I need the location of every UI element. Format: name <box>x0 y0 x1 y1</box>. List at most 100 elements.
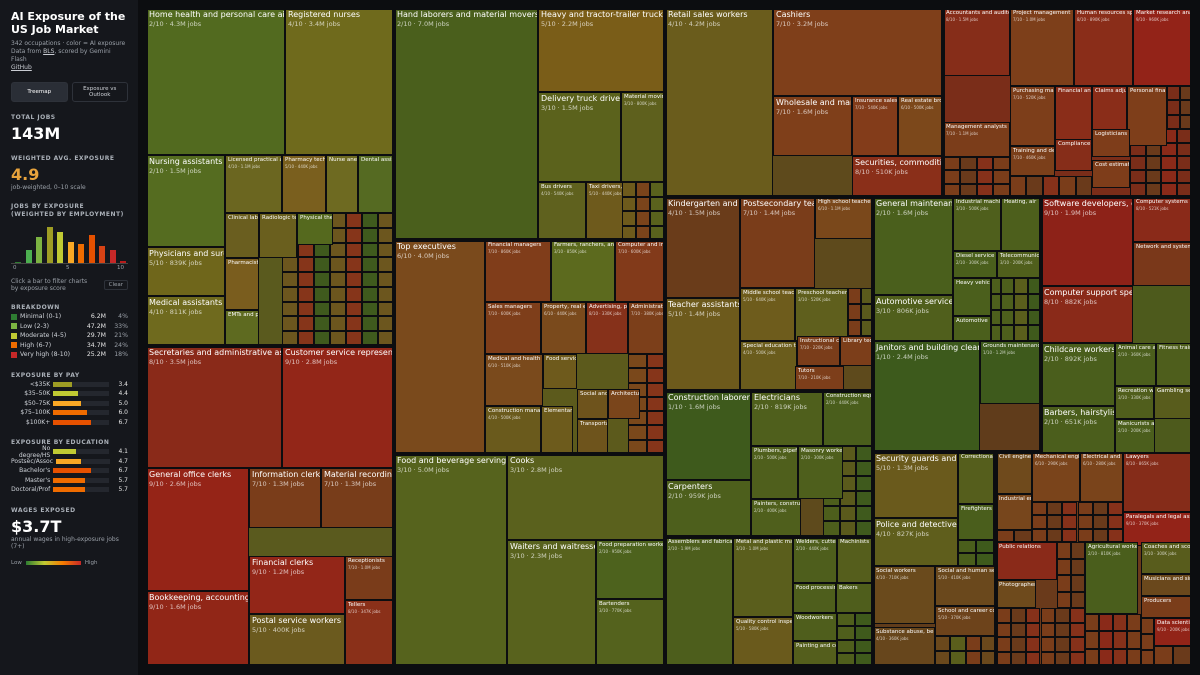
treemap-cell[interactable]: Firefighters <box>958 504 994 540</box>
treemap-small-tile[interactable] <box>991 293 1001 310</box>
treemap-small-tile[interactable] <box>1070 637 1085 652</box>
treemap-small-tile[interactable] <box>993 157 1010 171</box>
treemap-small-tile[interactable] <box>628 425 647 440</box>
treemap-cell[interactable]: Property, real estate6/10 · 440K jobs <box>541 302 586 354</box>
treemap-cell[interactable]: Information clerks 7/10 · 1.3M jobs <box>249 468 321 528</box>
treemap-cell[interactable]: Personal financial <box>1127 86 1167 146</box>
treemap-small-tile[interactable] <box>1057 542 1071 559</box>
clear-button[interactable]: Clear <box>103 280 128 290</box>
treemap-small-tile[interactable] <box>1077 502 1093 516</box>
treemap-cell[interactable]: Cooks 3/10 · 2.8M jobs <box>507 454 665 540</box>
treemap-small-tile[interactable] <box>1057 558 1071 575</box>
treemap-small-tile[interactable] <box>635 211 651 226</box>
treemap-cell[interactable]: Food service managers <box>543 354 577 389</box>
treemap-small-tile[interactable] <box>1092 528 1108 542</box>
treemap-small-tile[interactable] <box>378 286 394 302</box>
treemap-small-tile[interactable] <box>1010 651 1026 666</box>
treemap-small-tile[interactable] <box>621 211 636 226</box>
treemap-small-tile[interactable] <box>856 446 873 461</box>
treemap-small-tile[interactable] <box>1173 646 1192 666</box>
treemap-small-tile[interactable] <box>298 301 314 317</box>
treemap-cell[interactable]: Fitness trainers <box>1156 343 1192 386</box>
treemap-cell[interactable]: Financial clerks 9/10 · 1.2M jobs <box>249 556 345 614</box>
treemap-small-tile[interactable] <box>1032 528 1048 542</box>
treemap-cell[interactable]: Construction laborers 1/10 · 1.6M jobs <box>665 391 751 480</box>
treemap-cell[interactable]: Painters, construction2/10 · 400K jobs <box>751 499 801 536</box>
treemap-small-tile[interactable] <box>378 227 394 243</box>
treemap-small-tile[interactable] <box>378 213 394 228</box>
treemap-small-tile[interactable] <box>1062 502 1078 516</box>
treemap-small-tile[interactable] <box>958 540 976 553</box>
treemap-small-tile[interactable] <box>314 316 330 332</box>
treemap-small-tile[interactable] <box>1179 86 1192 101</box>
treemap-small-tile[interactable] <box>362 242 378 258</box>
treemap-small-tile[interactable] <box>1010 608 1026 623</box>
treemap-cell[interactable]: Securities, commodities 8/10 · 510K jobs <box>852 156 943 197</box>
treemap-small-tile[interactable] <box>980 636 996 651</box>
treemap-small-tile[interactable] <box>1077 528 1093 542</box>
treemap-small-tile[interactable] <box>855 613 873 627</box>
treemap-small-tile[interactable] <box>965 651 981 666</box>
treemap-small-tile[interactable] <box>950 636 966 651</box>
treemap-small-tile[interactable] <box>378 257 394 273</box>
treemap-cell[interactable]: Clinical lab techs <box>225 213 259 258</box>
histogram-bar[interactable] <box>15 262 21 263</box>
treemap-cell[interactable]: Food processing <box>793 583 836 613</box>
treemap-small-tile[interactable] <box>1070 651 1085 666</box>
treemap-small-tile[interactable] <box>1014 293 1028 310</box>
treemap-cell[interactable]: Social and community <box>577 389 608 419</box>
treemap-small-tile[interactable] <box>1075 176 1092 197</box>
treemap-small-tile[interactable] <box>991 325 1001 341</box>
treemap-small-tile[interactable] <box>1085 614 1099 632</box>
treemap-cell[interactable]: Industrial machinery3/10 · 500K jobs <box>953 197 1001 251</box>
treemap-small-tile[interactable] <box>1145 169 1161 184</box>
treemap-small-tile[interactable] <box>860 288 873 304</box>
treemap-cell[interactable]: Radiologic techs <box>259 213 297 258</box>
treemap-small-tile[interactable] <box>330 301 346 317</box>
treemap-small-tile[interactable] <box>646 382 665 397</box>
treemap-small-tile[interactable] <box>1071 575 1085 592</box>
treemap-cell[interactable]: Data scientists9/10 · 200K jobs <box>1154 618 1192 646</box>
treemap-cell[interactable]: Food preparation workers 2/10 · 950K jobs <box>596 540 665 599</box>
treemap-small-tile[interactable] <box>1161 156 1177 170</box>
treemap-small-tile[interactable] <box>314 257 330 273</box>
treemap-small-tile[interactable] <box>1059 176 1076 197</box>
treemap-cell[interactable]: Heating, air <box>1001 197 1041 251</box>
treemap-small-tile[interactable] <box>1167 86 1180 101</box>
treemap-cell[interactable]: Electricians 2/10 · 819K jobs <box>751 391 823 446</box>
treemap-cell[interactable]: Social and human service5/10 · 410K jobs <box>935 566 995 606</box>
treemap-small-tile[interactable] <box>646 439 665 454</box>
treemap-small-tile[interactable] <box>646 425 665 440</box>
treemap-small-tile[interactable] <box>1010 622 1026 637</box>
treemap-cell[interactable]: Top executives 6/10 · 4.0M jobs <box>394 240 485 454</box>
treemap-small-tile[interactable] <box>823 521 840 536</box>
treemap-cell[interactable]: Special education teachers4/10 · 500K jo… <box>740 341 797 391</box>
treemap-small-tile[interactable] <box>330 286 346 302</box>
treemap-small-tile[interactable] <box>650 182 665 197</box>
treemap-small-tile[interactable] <box>628 439 647 454</box>
treemap-small-tile[interactable] <box>378 316 394 332</box>
treemap-cell[interactable]: Pharmacists <box>225 258 259 310</box>
treemap-cell[interactable]: Substance abuse, behavioral4/10 · 360K j… <box>873 627 935 666</box>
treemap-small-tile[interactable] <box>856 506 873 521</box>
treemap-small-tile[interactable] <box>1042 176 1060 197</box>
treemap-small-tile[interactable] <box>996 530 1014 542</box>
treemap-cell[interactable]: Dental assistants <box>358 155 394 213</box>
treemap-small-tile[interactable] <box>1071 558 1085 575</box>
treemap-small-tile[interactable] <box>1179 114 1192 129</box>
treemap-small-tile[interactable] <box>378 242 394 258</box>
treemap-cell[interactable]: Tutors 7/10 · 210K jobs <box>795 366 844 391</box>
treemap-small-tile[interactable] <box>996 622 1011 637</box>
treemap-small-tile[interactable] <box>282 316 298 332</box>
treemap-cell[interactable]: Real estate brokers6/10 · 500K jobs <box>898 96 943 156</box>
treemap-cell[interactable]: Postsecondary teachers7/10 · 1.4M jobs <box>740 197 815 288</box>
treemap-cell[interactable]: Software developers, quality9/10 · 1.9M … <box>1041 197 1133 286</box>
treemap-small-tile[interactable] <box>621 225 636 240</box>
treemap-small-tile[interactable] <box>976 170 994 184</box>
treemap-small-tile[interactable] <box>1130 156 1146 170</box>
treemap-small-tile[interactable] <box>346 257 362 273</box>
treemap-small-tile[interactable] <box>650 211 665 226</box>
treemap-cell[interactable]: Hand laborers and material movers 2/10 · … <box>394 8 538 240</box>
